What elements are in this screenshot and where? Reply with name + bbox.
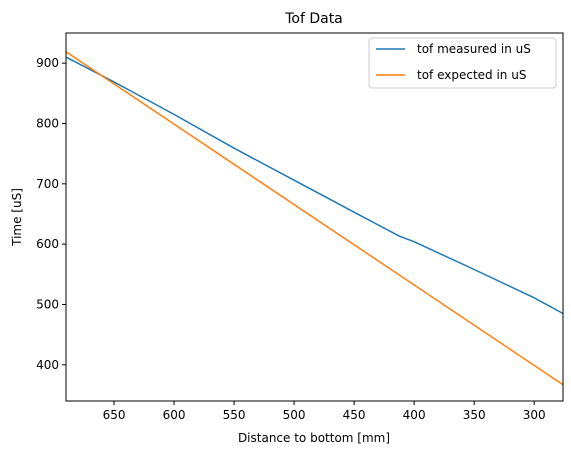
series-line-1 [65, 51, 564, 386]
y-tick-label: 500 [36, 297, 59, 311]
legend-label-expected: tof expected in uS [417, 68, 526, 82]
y-tick-label: 700 [36, 177, 59, 191]
x-tick-label: 300 [523, 408, 546, 422]
x-tick-label: 550 [223, 408, 246, 422]
x-tick-label: 650 [103, 408, 126, 422]
y-tick-label: 800 [36, 116, 59, 130]
legend: tof measured in uS tof expected in uS [368, 37, 557, 89]
legend-label-measured: tof measured in uS [417, 42, 531, 56]
plot-frame [65, 32, 564, 402]
chart-title: Tof Data [284, 11, 343, 27]
x-axis-label: Distance to bottom [mm] [238, 431, 390, 445]
legend-box [368, 37, 557, 89]
y-tick-label: 400 [36, 358, 59, 372]
x-tick-label: 600 [163, 408, 186, 422]
x-tick-label: 350 [463, 408, 486, 422]
y-axis-label: Time [uS] [10, 188, 24, 247]
plot-lines [65, 51, 564, 386]
y-tick-label: 600 [36, 237, 59, 251]
x-tick-label: 450 [343, 408, 366, 422]
x-axis-ticks: 650 600 550 500 450 400 350 300 [103, 401, 546, 422]
x-tick-label: 400 [403, 408, 426, 422]
series-line-0 [65, 56, 564, 315]
x-tick-label: 500 [283, 408, 306, 422]
y-axis-ticks: 400 500 600 700 800 900 [36, 56, 66, 372]
y-tick-label: 900 [36, 56, 59, 70]
